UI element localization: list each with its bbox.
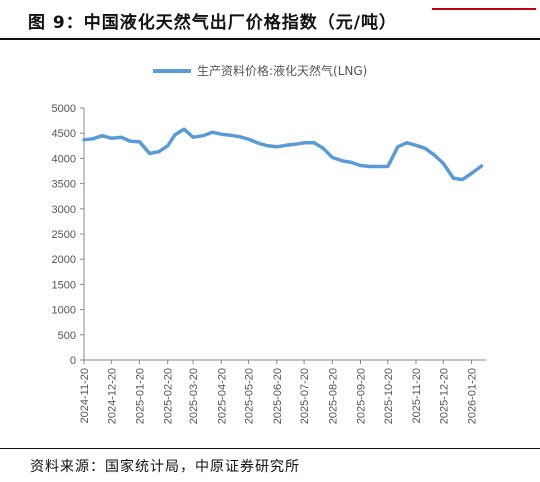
x-tick-label: 2025-12-20 bbox=[438, 368, 450, 424]
title-rule bbox=[0, 38, 540, 40]
x-tick-label: 2025-05-20 bbox=[244, 368, 256, 424]
x-tick-label: 2025-07-20 bbox=[299, 368, 311, 424]
y-tick-label: 2000 bbox=[52, 254, 76, 266]
accent-red-line bbox=[432, 8, 536, 10]
source-note: 资料来源：国家统计局，中原证券研究所 bbox=[30, 459, 300, 475]
y-axis-ticks: 0 500 1000 1500 2000 2500 3000 3500 4000 4500 5000 bbox=[52, 103, 84, 367]
y-tick-label: 500 bbox=[58, 330, 76, 342]
series-line bbox=[82, 127, 484, 182]
source-rule bbox=[0, 448, 540, 449]
y-tick-label: 1000 bbox=[52, 305, 76, 317]
y-tick-label: 3500 bbox=[52, 179, 76, 191]
x-tick-label: 2025-03-20 bbox=[188, 368, 200, 424]
y-tick-label: 4500 bbox=[52, 128, 76, 140]
y-tick-label: 5000 bbox=[52, 103, 76, 115]
x-tick-label: 2024-11-20 bbox=[79, 368, 91, 423]
x-tick-label: 2025-08-20 bbox=[327, 368, 339, 424]
y-tick-label: 0 bbox=[70, 355, 76, 367]
legend-label: 生产资料价格:液化天然气(LNG) bbox=[197, 63, 367, 78]
x-axis-ticks: 2024-11-20 2024-12-20 2025-01-20 2025-02-20… bbox=[79, 360, 478, 424]
x-tick-label: 2025-02-20 bbox=[163, 368, 175, 424]
x-tick-label: 2025-11-20 bbox=[411, 368, 423, 423]
y-tick-label: 3000 bbox=[52, 204, 76, 216]
x-tick-label: 2025-01-20 bbox=[134, 368, 146, 424]
y-tick-label: 2500 bbox=[52, 229, 76, 241]
y-tick-label: 1500 bbox=[52, 279, 76, 291]
x-tick-label: 2025-09-20 bbox=[355, 368, 367, 424]
x-tick-label: 2026-01-20 bbox=[466, 368, 478, 424]
x-tick-label: 2025-04-20 bbox=[216, 368, 228, 424]
x-tick-label: 2025-10-20 bbox=[383, 368, 395, 424]
x-tick-label: 2024-12-20 bbox=[106, 368, 118, 424]
chart-legend: 生产资料价格:液化天然气(LNG) bbox=[153, 63, 367, 78]
series-group bbox=[82, 127, 484, 182]
y-tick-label: 4000 bbox=[52, 153, 76, 165]
x-tick-label: 2025-06-20 bbox=[272, 368, 284, 424]
figure-title: 图 9：中国液化天然气出厂价格指数（元/吨） bbox=[28, 13, 397, 33]
